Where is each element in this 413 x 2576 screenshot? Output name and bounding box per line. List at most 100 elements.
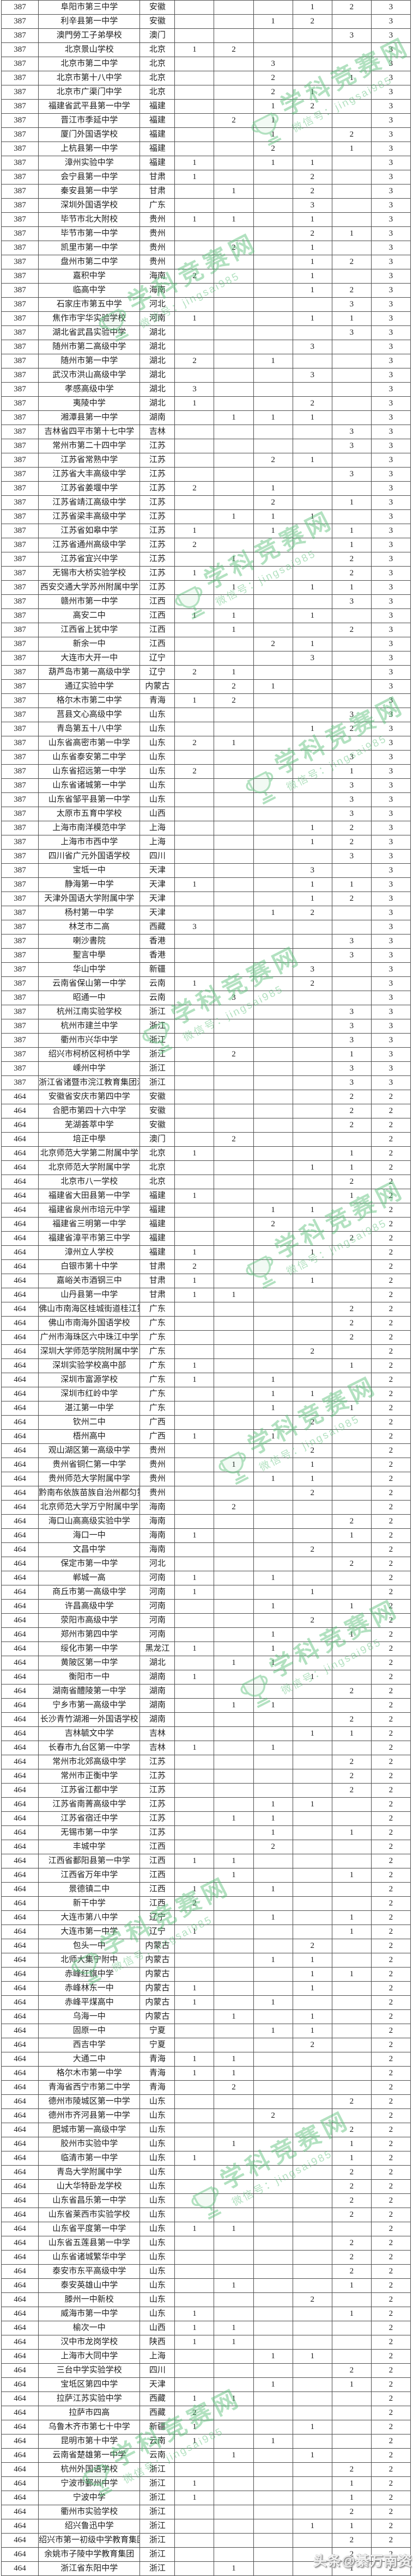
value-cell-3 [253,2307,293,2321]
province-cell: 贵州 [139,255,175,269]
value-cell-3 [253,1274,293,1288]
rank-cell: 387 [1,297,39,312]
province-cell: 海南 [139,1514,175,1529]
value-cell-3 [253,623,293,637]
value-cell-3 [253,2208,293,2222]
total-cell: 3 [371,1005,411,1019]
value-cell-4 [292,481,332,496]
table-row: 387 杭州江南实验学校 浙江 3 3 [1,1005,411,1019]
value-cell-2 [214,1429,254,1444]
value-cell-2 [214,2547,254,2562]
rank-cell: 387 [1,906,39,920]
value-cell-4 [292,1896,332,1911]
school-cell: 赤峰红旗中学 [38,1967,141,1982]
value-cell-2: 2 [214,679,254,694]
rank-cell: 387 [1,495,39,510]
value-cell-1 [174,2009,215,2024]
value-cell-4 [292,948,332,963]
province-cell: 北京 [139,42,175,57]
school-cell: 泰安英雄山中学 [38,2278,141,2293]
value-cell-5 [331,1840,372,1854]
value-cell-4 [292,1995,332,2010]
value-cell-3 [253,1005,293,1019]
total-cell: 2 [371,2476,411,2491]
table-row: 464 赤峰红旗中学 内蒙古 1 1 2 [1,1967,411,1982]
value-cell-1 [174,934,215,949]
value-cell-3: 1 [253,1698,293,1713]
value-cell-4: 2 [292,1542,332,1557]
value-cell-5: 1 [331,1627,372,1642]
value-cell-5: 3 [331,778,372,793]
rank-cell: 464 [1,2208,39,2222]
value-cell-5 [331,2434,372,2449]
value-cell-2 [214,255,254,269]
value-cell-5: 2 [331,2363,372,2378]
value-cell-5: 2 [331,2547,372,2562]
value-cell-5: 1 [331,226,372,241]
table-row: 387 上海市南洋模范中学 上海 1 2 3 [1,821,411,835]
value-cell-3 [253,693,293,708]
total-cell: 3 [371,792,411,807]
table-row: 464 深圳实验学校高中部 广东 1 1 2 [1,1358,411,1373]
value-cell-3 [253,1514,293,1529]
value-cell-2 [214,934,254,949]
value-cell-1 [174,226,215,241]
rank-cell: 464 [1,1189,39,1203]
value-cell-2 [214,920,254,935]
value-cell-4 [292,920,332,935]
value-cell-4 [292,1019,332,1034]
province-cell: 山东 [139,792,175,807]
school-cell: 福建省武平县第一中学 [38,99,141,114]
value-cell-5: 1 [331,580,372,595]
total-cell: 2 [371,1330,411,1345]
table-row: 464 北京师范大学附属中学 北京 1 1 2 [1,1160,411,1175]
school-cell: 湖南省醴陵第一中学 [38,1684,141,1699]
value-cell-4 [292,2505,332,2519]
value-cell-1 [174,1557,215,1571]
value-cell-4 [292,1910,332,1925]
total-cell: 3 [371,495,411,510]
value-cell-1 [174,1500,215,1515]
value-cell-4 [292,2321,332,2335]
school-cell: 德州市齐河县第一中学 [38,2108,141,2123]
rank-cell: 464 [1,1769,39,1784]
school-cell: 衢州市兴华中学 [38,1033,141,1048]
value-cell-2 [214,2462,254,2477]
province-cell: 福建 [139,1203,175,1218]
province-cell: 内蒙古 [139,2009,175,2024]
value-cell-5 [331,665,372,680]
school-cell: 石家庄市第五中学 [38,297,141,312]
value-cell-4 [292,2462,332,2477]
value-cell-4: 3 [292,651,332,666]
rank-cell: 464 [1,1118,39,1133]
rank-cell: 387 [1,764,39,779]
value-cell-5: 2 [331,1330,372,1345]
province-cell: 贵州 [139,226,175,241]
province-cell: 江西 [139,1840,175,1854]
value-cell-4 [292,2123,332,2137]
school-cell: 北京市八一学校 [38,1175,141,1189]
value-cell-1 [174,297,215,312]
total-cell: 2 [371,1939,411,1953]
province-cell: 吉林 [139,1741,175,1755]
value-cell-5: 3 [331,28,372,43]
value-cell-2: 1 [214,552,254,567]
school-cell: 拉萨江苏实验中学 [38,2391,141,2406]
value-cell-4 [292,1882,332,1897]
total-cell: 3 [371,1075,411,1090]
value-cell-3 [253,1259,293,1274]
value-cell-2 [214,2179,254,2194]
rank-cell: 464 [1,2066,39,2081]
total-cell: 3 [371,538,411,552]
table-row: 387 喇沙書院 香港 3 3 [1,934,411,949]
table-row: 387 通辽实验中学 内蒙古 2 1 3 [1,679,411,694]
total-cell: 2 [371,1104,411,1118]
value-cell-1 [174,679,215,694]
value-cell-5 [331,509,372,524]
value-cell-1 [174,1118,215,1133]
province-cell: 山东 [139,778,175,793]
rank-cell: 464 [1,1910,39,1925]
rank-cell: 464 [1,2278,39,2293]
province-cell: 广东 [139,198,175,213]
value-cell-4 [292,2193,332,2208]
